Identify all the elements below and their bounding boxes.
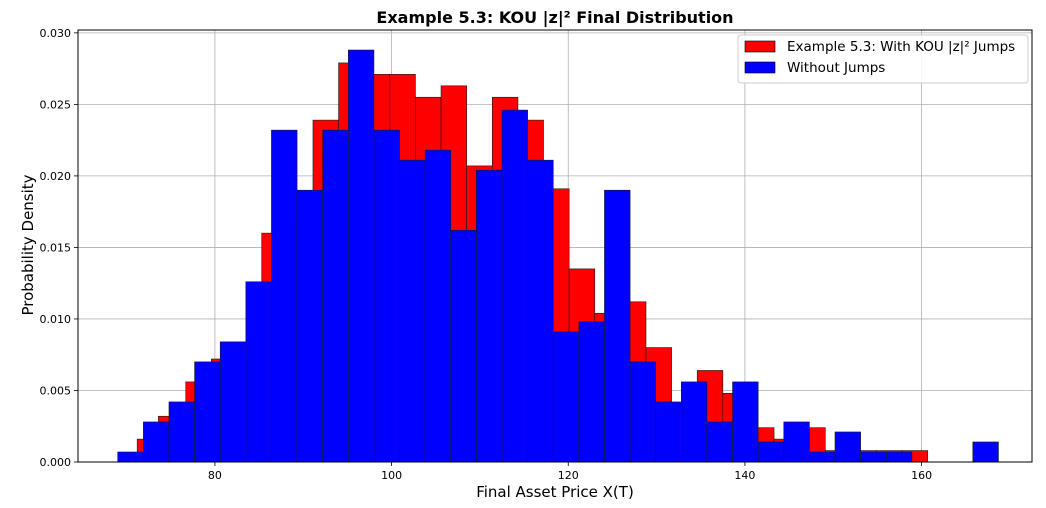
- x-tick-label: 140: [734, 469, 755, 482]
- histogram-bar: [424, 149, 452, 463]
- legend-swatch-without-jumps: [744, 61, 776, 74]
- histogram-bar: [860, 451, 887, 463]
- histogram-bar: [604, 189, 631, 463]
- histogram-bar: [885, 451, 913, 463]
- histogram-bar: [373, 129, 400, 463]
- y-tick-label: 0.010: [40, 313, 72, 326]
- legend-label-with-jumps: Example 5.3: With KOU |z|² Jumps: [787, 39, 1015, 55]
- histogram-bar: [809, 451, 836, 463]
- histogram-bar: [347, 49, 375, 463]
- x-tick-label: 160: [911, 469, 932, 482]
- histogram-bar: [219, 341, 247, 463]
- x-tick-label: 120: [558, 469, 579, 482]
- histogram-bar: [783, 421, 810, 463]
- y-tick-label: 0.025: [40, 98, 72, 111]
- histogram-bar: [143, 421, 170, 463]
- legend-label-without-jumps: Without Jumps: [787, 60, 885, 76]
- histogram-bar: [450, 229, 477, 463]
- y-axis-title: Probability Density: [19, 174, 37, 315]
- plot-frame: [77, 29, 1033, 463]
- y-tick-label: 0.005: [40, 384, 72, 397]
- chart-title: Example 5.3: KOU |z|² Final Distribution: [376, 8, 733, 28]
- y-tick-label: 0.015: [40, 241, 72, 254]
- axis-ticks: 80 100 120 140 160 0.000 0.005 0.010 0.015 0.020 0…: [40, 27, 933, 482]
- legend-swatch-with-jumps: [744, 40, 776, 53]
- y-tick-label: 0.020: [40, 170, 72, 183]
- histogram-bar: [117, 451, 144, 463]
- histogram-bar: [552, 331, 580, 463]
- legend: Example 5.3: With KOU |z|² Jumps Without…: [737, 34, 1029, 84]
- histogram-bar: [732, 381, 759, 463]
- x-tick-label: 80: [208, 469, 222, 482]
- histogram-bar: [476, 169, 503, 463]
- histogram-bar: [399, 159, 426, 463]
- histogram-bar: [629, 361, 656, 463]
- histogram-bar: [168, 401, 195, 463]
- histogram-bar: [655, 401, 682, 463]
- histogram-bar: [834, 431, 861, 463]
- y-tick-label: 0.000: [40, 456, 72, 469]
- histogram-bar: [972, 441, 999, 463]
- histogram-bar: [706, 421, 733, 463]
- histogram-bar: [757, 441, 785, 463]
- histogram-bar: [194, 361, 221, 463]
- histogram-bar: [245, 281, 272, 463]
- histogram-bar: [296, 189, 323, 463]
- histogram-bars: [117, 49, 999, 463]
- histogram-bar: [527, 159, 554, 463]
- y-tick-label: 0.030: [40, 27, 72, 40]
- histogram-bar: [322, 129, 349, 463]
- histogram-bar: [681, 381, 708, 463]
- x-axis-title: Final Asset Price X(T): [476, 483, 634, 501]
- histogram-bar: [271, 129, 298, 463]
- histogram-bar: [501, 109, 528, 463]
- legend-box: [737, 34, 1029, 84]
- histogram-bar: [578, 321, 605, 463]
- x-tick-label: 100: [381, 469, 402, 482]
